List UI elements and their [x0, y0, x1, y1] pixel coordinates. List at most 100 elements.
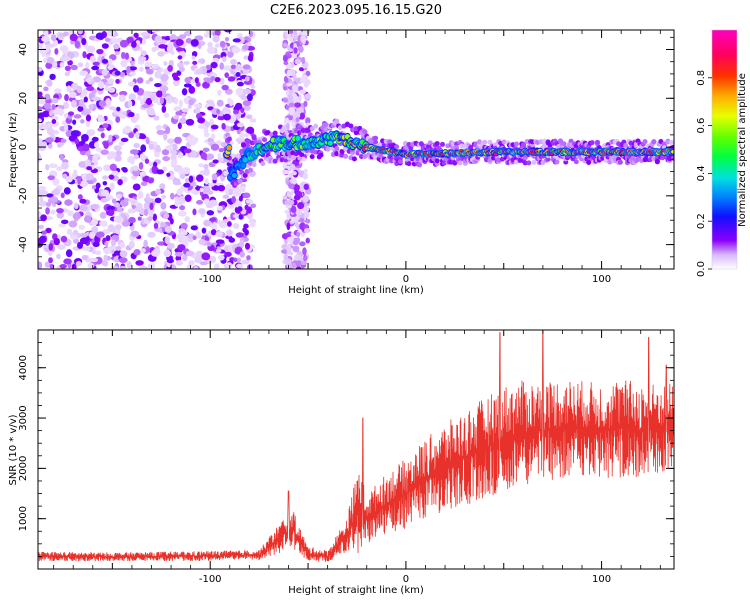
spectrogram-noise-cell [304, 93, 312, 99]
spectrogram-noise-cell [50, 34, 57, 42]
spectrogram-heatmap [38, 30, 674, 269]
spectrogram-noise-cell [183, 30, 192, 37]
spectrogram-noise-cell [46, 79, 53, 87]
spectrogram-halo-cell [272, 130, 278, 136]
spectrogram-halo-cell [334, 118, 340, 124]
spectrogram-noise-cell [193, 190, 199, 195]
spectrogram-noise-cell [143, 208, 149, 217]
spectrogram-halo-cell [373, 135, 379, 141]
spectrogram-noise-cell [162, 155, 171, 162]
spectrogram-noise-cell [92, 177, 97, 183]
spectrogram-noise-cell [293, 30, 298, 35]
spectrogram-halo-cell [397, 159, 403, 165]
spectrogram-noise-cell [203, 163, 209, 170]
spectrogram-noise-cell [156, 129, 165, 135]
spectrogram-noise-cell [71, 99, 77, 108]
spectrogram-noise-cell [216, 99, 224, 107]
spectrogram-noise-cell [95, 250, 102, 256]
spectrogram-noise-cell [286, 69, 292, 77]
spectrogram-noise-cell [179, 117, 187, 125]
spectrogram-noise-cell [100, 149, 109, 155]
spectrogram-noise-cell [104, 241, 109, 247]
spectrogram-noise-cell [206, 210, 215, 216]
spectrogram-noise-cell [69, 91, 77, 98]
spectrogram-noise-cell [120, 51, 126, 59]
spectrogram-noise-cell [161, 149, 170, 156]
spectrogram-noise-cell [69, 33, 78, 42]
spectrogram-halo-cell [417, 162, 423, 168]
spectrogram-noise-cell [114, 224, 122, 231]
spectrogram-noise-cell [174, 251, 183, 257]
spectrogram-x-axis-label: Height of straight line (km) [288, 285, 424, 296]
spectrogram-halo-cell [573, 159, 579, 165]
spectrogram-noise-cell [282, 169, 290, 175]
spectrogram-noise-cell [116, 193, 123, 200]
spectrogram-noise-cell [236, 81, 244, 87]
spectrogram-noise-cell [192, 60, 198, 65]
spectrogram-noise-cell [45, 137, 54, 143]
spectrogram-noise-cell [174, 199, 180, 207]
spectrogram-noise-cell [225, 187, 230, 196]
spectrogram-noise-cell [92, 241, 100, 248]
spectrogram-noise-cell [66, 85, 72, 93]
spectrogram-halo-cell [589, 140, 595, 146]
spectrogram-noise-cell [63, 187, 71, 195]
spectrogram-noise-cell [199, 58, 206, 64]
spectrogram-noise-cell [38, 97, 46, 105]
spectrogram-halo-cell [262, 137, 268, 143]
spectrogram-halo-cell [226, 136, 232, 142]
spectrogram-noise-cell [218, 148, 224, 153]
spectrogram-noise-cell [122, 110, 127, 115]
spectrogram-noise-cell [165, 95, 174, 102]
spectrogram-halo-cell [406, 161, 412, 167]
spectrogram-halo-cell [394, 144, 400, 150]
spectrogram-halo-cell [452, 160, 458, 166]
spectrogram-noise-cell [99, 211, 107, 219]
spectrogram-noise-cell [227, 76, 236, 82]
spectrogram-noise-cell [39, 196, 44, 203]
spectrogram-noise-cell [150, 30, 160, 33]
spectrogram-noise-cell [115, 245, 122, 251]
spectrogram-noise-cell [160, 202, 167, 210]
spectrogram-noise-cell [88, 104, 94, 111]
spectrogram-noise-cell [56, 207, 64, 214]
spectrogram-noise-cell [38, 153, 41, 162]
spectrogram-signal-cell [327, 140, 333, 146]
spectrogram-noise-cell [239, 239, 245, 248]
spectrogram-noise-cell [297, 202, 305, 210]
spectrogram-noise-cell [74, 40, 81, 49]
spectrogram-noise-cell [139, 134, 147, 140]
spectrogram-noise-cell [286, 236, 294, 243]
spectrogram-noise-cell [198, 163, 204, 168]
spectrogram-noise-cell [160, 222, 167, 228]
spectrogram-y-tick-label: 0 [18, 144, 29, 150]
spectrogram-noise-cell [155, 188, 162, 195]
spectrogram-noise-cell [197, 124, 207, 129]
spectrogram-noise-cell [236, 122, 245, 128]
spectrogram-noise-cell [172, 180, 182, 186]
spectrogram-noise-cell [85, 77, 93, 83]
spectrogram-noise-cell [171, 158, 178, 166]
spectrogram-noise-cell [177, 122, 182, 130]
spectrogram-noise-cell [165, 126, 171, 135]
spectrogram-signal-cell [671, 149, 674, 154]
spectrogram-noise-cell [77, 194, 83, 200]
spectrogram-noise-cell [223, 170, 229, 176]
spectrogram-noise-cell [76, 85, 83, 94]
spectrogram-noise-cell [62, 173, 68, 179]
spectrogram-noise-cell [130, 60, 135, 67]
spectrogram-noise-cell [60, 235, 68, 243]
spectrogram-noise-cell [294, 222, 299, 228]
spectrogram-noise-cell [224, 251, 232, 257]
spectrogram-halo-cell [522, 160, 528, 166]
spectrogram-noise-cell [286, 82, 293, 87]
spectrogram-noise-cell [205, 30, 210, 36]
spectrogram-noise-cell [296, 231, 301, 237]
spectrogram-noise-cell [199, 261, 208, 266]
spectrogram-noise-cell [179, 205, 186, 211]
spectrogram-noise-cell [231, 196, 236, 204]
spectrogram-noise-cell [91, 225, 99, 233]
spectrogram-noise-cell [233, 109, 239, 115]
spectrogram-noise-cell [205, 99, 215, 105]
spectrogram-noise-cell [79, 237, 89, 245]
